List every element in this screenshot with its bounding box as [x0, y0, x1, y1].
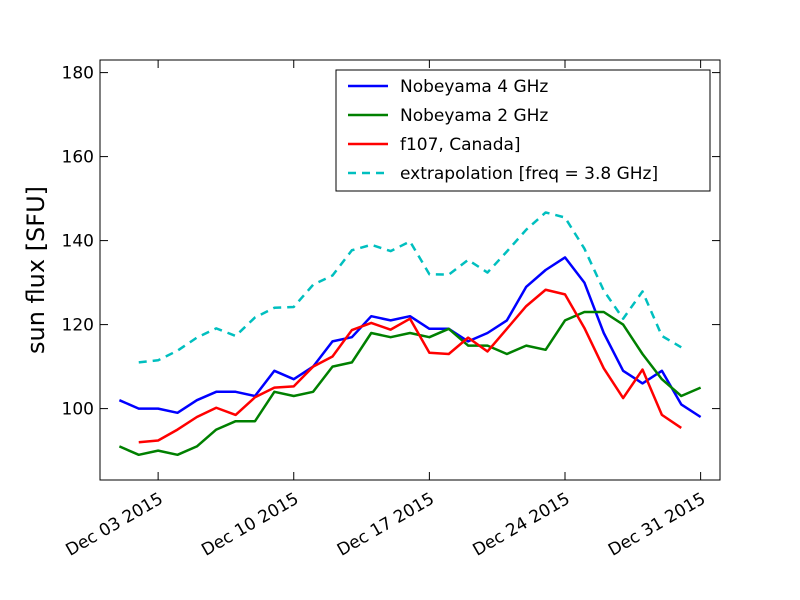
series-3	[138, 211, 682, 364]
y-axis-title: sun flux [SFU]	[22, 186, 50, 354]
legend-item: Nobeyama 2 GHz	[348, 106, 548, 126]
legend-label: Nobeyama 2 GHz	[400, 106, 548, 126]
legend-label: Nobeyama 4 GHz	[400, 77, 548, 97]
legend-label: f107, Canada]	[400, 135, 521, 155]
series-line	[118, 310, 702, 457]
series-line	[138, 211, 682, 364]
series-1	[118, 310, 702, 457]
legend: Nobeyama 4 GHz Nobeyama 2 GHz f107, Canada…	[335, 69, 711, 192]
y-axis: 100 120 140 160 180	[62, 64, 720, 420]
plot-frame	[99, 59, 721, 481]
series-line	[138, 288, 682, 444]
y-tick-label: 120	[62, 316, 94, 336]
series-0	[118, 256, 702, 419]
y-tick-label: 180	[62, 64, 94, 84]
y-tick-label: 160	[62, 148, 94, 168]
legend-item: extrapolation [freq = 3.8 GHz]	[348, 164, 658, 184]
legend-box	[335, 69, 711, 192]
y-tick-label: 100	[62, 400, 94, 420]
series-line	[118, 256, 702, 419]
legend-item: Nobeyama 4 GHz	[348, 77, 548, 97]
legend-label: extrapolation [freq = 3.8 GHz]	[400, 164, 658, 184]
series-layer	[118, 211, 702, 457]
series-2	[138, 288, 682, 444]
y-tick-label: 140	[62, 232, 94, 252]
legend-item: f107, Canada]	[348, 135, 521, 155]
